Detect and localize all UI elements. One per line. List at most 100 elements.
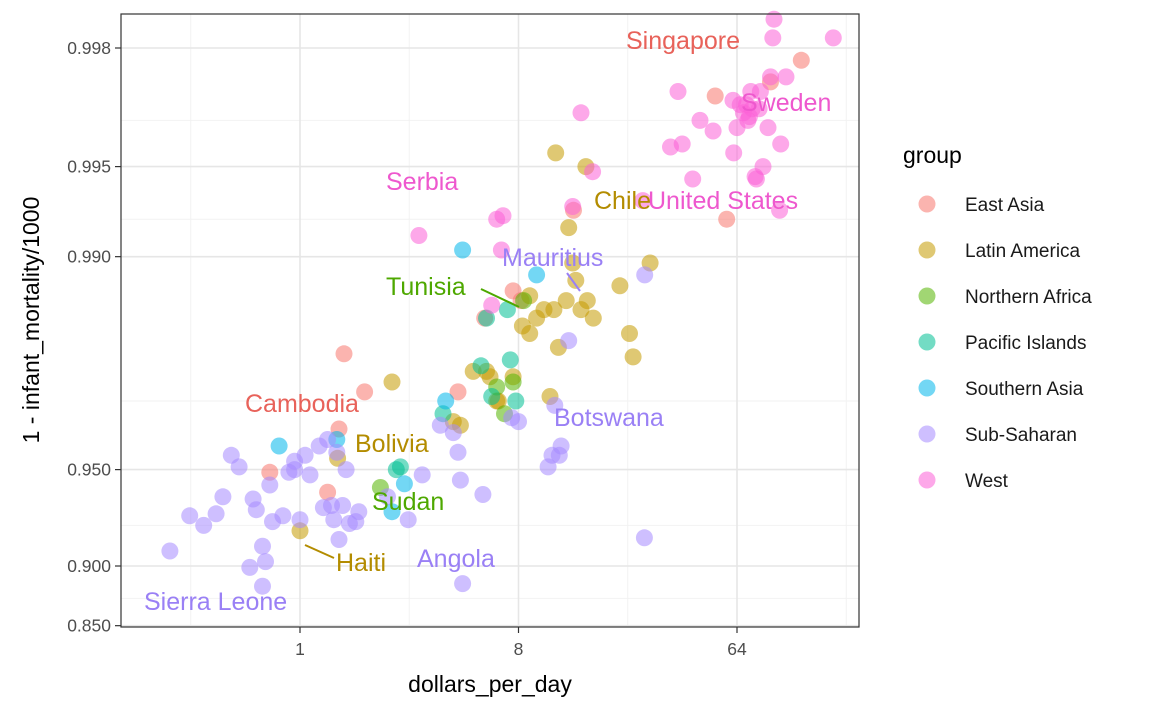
y-tick-label: 0.850 (67, 616, 111, 636)
data-point (751, 83, 769, 100)
data-point (472, 357, 490, 375)
data-point (286, 461, 304, 479)
data-point (230, 458, 248, 476)
y-tick-label: 0.998 (67, 38, 111, 58)
x-axis-title: dollars_per_day (408, 671, 572, 697)
data-point (704, 122, 722, 140)
y-tick-label: 0.995 (67, 157, 111, 177)
data-point (449, 443, 467, 461)
data-point (498, 301, 516, 319)
data-point (777, 68, 795, 86)
legend-label: Pacific Islands (965, 333, 1086, 354)
label-leader-line (566, 272, 581, 292)
country-label: Singapore (626, 27, 740, 55)
data-point (325, 511, 343, 529)
data-point (395, 475, 413, 493)
data-point (824, 29, 842, 47)
legend-key (918, 379, 936, 397)
data-point (691, 111, 709, 129)
legend-key (918, 241, 936, 259)
legend-title: group (903, 142, 962, 168)
data-point (241, 558, 259, 576)
label-leader-line (480, 288, 520, 308)
country-label: Tunisia (386, 273, 466, 301)
data-point (584, 309, 602, 327)
data-point (449, 383, 467, 401)
data-point (410, 227, 428, 244)
legend-key (918, 425, 936, 443)
data-point (560, 332, 578, 350)
data-point (762, 68, 779, 86)
data-point (718, 210, 736, 228)
data-point (335, 345, 353, 363)
data-point (451, 471, 469, 489)
country-label: Sweden (741, 89, 831, 117)
data-point (634, 192, 652, 210)
data-point (454, 575, 472, 593)
legend-key (918, 471, 936, 489)
country-label: Botswana (554, 404, 664, 432)
data-point (510, 413, 527, 431)
legend-label: Sub-Saharan (965, 425, 1077, 446)
data-point (504, 373, 522, 391)
data-point (578, 292, 596, 310)
data-point (274, 507, 292, 525)
legend-key (918, 195, 936, 213)
data-point (161, 542, 179, 560)
country-label: Sudan (372, 488, 444, 516)
x-tick-label: 1 (295, 639, 305, 659)
data-point (636, 266, 654, 284)
country-label: Chile (594, 187, 651, 215)
data-point (528, 266, 546, 284)
data-point (379, 488, 396, 506)
data-point (330, 531, 348, 548)
country-label: Sierra Leone (144, 588, 287, 616)
data-point (254, 537, 271, 555)
country-label: Mauritius (502, 244, 603, 272)
y-tick-label: 0.900 (67, 556, 111, 576)
country-label: Haiti (336, 549, 386, 577)
legend-label: Southern Asia (965, 379, 1084, 400)
data-point (328, 443, 346, 461)
data-point (413, 466, 431, 484)
data-point (291, 511, 309, 529)
data-point (296, 446, 314, 464)
data-point (214, 488, 232, 506)
data-point (621, 325, 638, 342)
data-point (567, 271, 585, 289)
data-point (545, 301, 563, 319)
country-label: United States (648, 187, 798, 215)
data-point (399, 511, 417, 529)
data-point (515, 292, 533, 310)
data-point (765, 10, 783, 28)
data-point (684, 170, 702, 188)
data-point (350, 503, 368, 521)
data-point (319, 483, 337, 501)
x-tick-label: 8 (514, 639, 524, 659)
data-point (557, 292, 575, 310)
data-point (635, 529, 653, 547)
data-point (254, 577, 271, 595)
data-point (564, 254, 582, 272)
plot-panel-border (120, 13, 860, 628)
data-point (431, 416, 449, 434)
data-point (247, 501, 265, 519)
data-point (546, 396, 564, 414)
data-point (207, 505, 225, 523)
legend: group East Asia Latin America Northern Afr… (903, 142, 1092, 492)
data-point (181, 507, 199, 525)
data-point (257, 553, 274, 571)
data-point (270, 437, 288, 455)
data-point (383, 373, 401, 391)
legend-label: Northern Africa (965, 287, 1092, 308)
data-point (195, 516, 213, 534)
data-point (474, 486, 492, 503)
data-point (444, 424, 462, 442)
x-tick-label: 64 (727, 639, 747, 659)
data-point (611, 277, 629, 295)
legend-key (918, 333, 936, 351)
data-point (521, 325, 539, 342)
data-point (483, 388, 501, 405)
